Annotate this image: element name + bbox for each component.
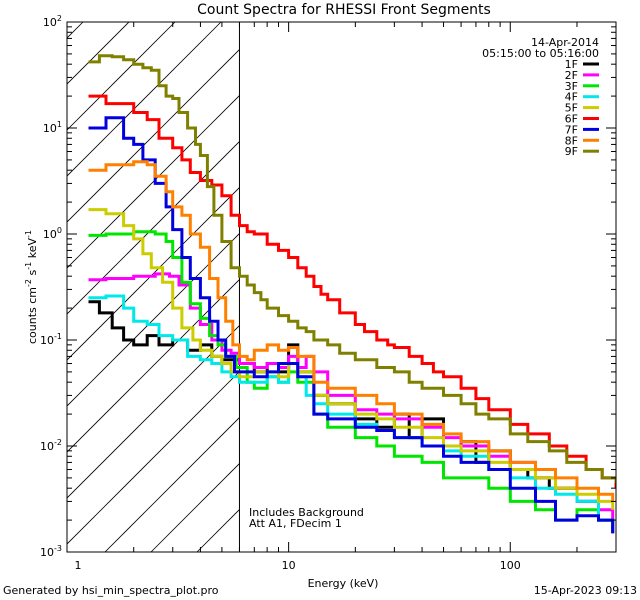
hatch-line (67, 48, 240, 223)
hatch-line (67, 232, 240, 407)
hatch-line (67, 140, 240, 315)
hatch-line (67, 324, 240, 499)
legend-label-9f: 9F (565, 145, 578, 158)
note-background: Includes Background (249, 506, 364, 519)
footer-generated-by: Generated by hsi_min_spectra_plot.pro (3, 584, 219, 597)
legend-label-5f: 5F (565, 102, 578, 115)
hatch-line (67, 22, 130, 85)
note-attenuator: Att A1, FDecim 1 (249, 517, 342, 530)
hatch-line (243, 22, 640, 552)
hatch-line (67, 278, 240, 453)
plot-frame (66, 21, 617, 553)
legend-label-4f: 4F (565, 91, 578, 104)
x-tick-label-1: 1 (75, 559, 82, 572)
y-tick-label: 100 (43, 226, 62, 241)
y-tick-label: 101 (43, 120, 62, 135)
hatch-line (104, 416, 240, 552)
axes-layer (66, 21, 617, 553)
hatch-line (67, 186, 240, 361)
series-5f (88, 208, 615, 510)
footer-timestamp: 15-Apr-2023 09:13 (534, 584, 637, 597)
y-tick-label: 10-1 (40, 332, 62, 347)
series-layer (88, 54, 616, 534)
y-axis-label: counts cm-2 s-1 keV-1 (24, 230, 39, 344)
hatch-line (67, 22, 84, 39)
legend-label-8f: 8F (565, 134, 578, 147)
x-tick-label-100: 100 (500, 559, 521, 572)
legend-label-6f: 6F (565, 113, 578, 126)
x-axis-label: Energy (keV) (308, 577, 379, 590)
legend-label-3f: 3F (565, 80, 578, 93)
series-8f (88, 160, 615, 502)
legend-time-range: 05:15:00 to 05:16:00 (482, 47, 599, 60)
y-tick-label: 102 (43, 14, 62, 29)
y-tick-label: 10-2 (40, 438, 62, 453)
x-tick-label-10: 10 (282, 559, 296, 572)
series-9f (88, 54, 616, 483)
legend-date: 14-Apr-2014 (531, 36, 599, 49)
hatch-line (67, 94, 240, 269)
legend-label-2f: 2F (565, 69, 578, 82)
hatch-line (289, 22, 640, 552)
legend-label-1f: 1F (565, 58, 578, 71)
x-tick-labels: 10 100 (282, 559, 521, 572)
series-6f (88, 94, 616, 489)
chart-title: Count Spectra for RHESSI Front Segments (197, 2, 491, 18)
y-tick-labels: 10-3 10-2 10-1 100 101 102 (40, 14, 62, 559)
hatch-line (67, 370, 240, 545)
y-tick-label: 10-3 (40, 544, 62, 559)
legend-label-7f: 7F (565, 123, 578, 136)
hatch-line (67, 22, 176, 131)
